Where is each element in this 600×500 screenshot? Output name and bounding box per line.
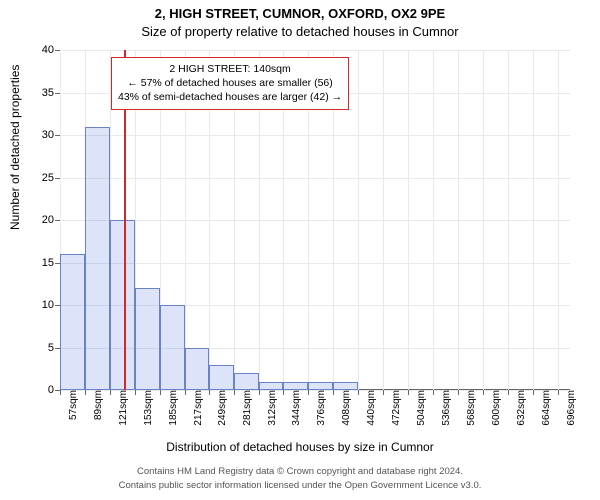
annotation-box: 2 HIGH STREET: 140sqm ← 57% of detached … [111, 57, 349, 110]
histogram-bar [160, 305, 185, 390]
x-tick-mark [185, 390, 186, 395]
annotation-line2: ← 57% of detached houses are smaller (56… [118, 76, 342, 90]
x-tick-mark [433, 390, 434, 395]
x-tick-mark [283, 390, 284, 395]
x-tick-mark [259, 390, 260, 395]
plot-area: 051015202530354057sqm89sqm121sqm153sqm18… [60, 50, 570, 390]
y-tick-label: 15 [42, 257, 60, 269]
x-tick-label: 344sqm [287, 390, 302, 426]
gridline-v [533, 50, 534, 390]
y-tick-label: 0 [48, 384, 60, 396]
chart-container: 2, HIGH STREET, CUMNOR, OXFORD, OX2 9PE … [0, 0, 600, 500]
gridline-h [60, 135, 570, 136]
x-tick-label: 536sqm [437, 390, 452, 426]
x-tick-mark [110, 390, 111, 395]
y-tick-label: 40 [42, 44, 60, 56]
histogram-bar [185, 348, 210, 391]
gridline-h [60, 263, 570, 264]
x-tick-label: 568sqm [462, 390, 477, 426]
x-tick-mark [135, 390, 136, 395]
x-tick-mark [160, 390, 161, 395]
gridline-v [508, 50, 509, 390]
y-tick-label: 10 [42, 299, 60, 311]
x-tick-label: 600sqm [487, 390, 502, 426]
x-tick-mark [558, 390, 559, 395]
histogram-bar [259, 382, 284, 391]
x-tick-label: 664sqm [537, 390, 552, 426]
x-tick-label: 312sqm [263, 390, 278, 426]
x-tick-mark [533, 390, 534, 395]
x-tick-label: 440sqm [362, 390, 377, 426]
histogram-bar [135, 288, 160, 390]
y-tick-label: 35 [42, 87, 60, 99]
histogram-bar [333, 382, 358, 391]
x-tick-label: 281sqm [238, 390, 253, 426]
x-tick-label: 121sqm [114, 390, 129, 426]
x-tick-mark [358, 390, 359, 395]
histogram-bar [110, 220, 135, 390]
footnote-line2: Contains public sector information licen… [0, 480, 600, 491]
x-tick-label: 632sqm [512, 390, 527, 426]
footnote-line1: Contains HM Land Registry data © Crown c… [0, 466, 600, 477]
x-tick-label: 153sqm [139, 390, 154, 426]
x-axis-label: Distribution of detached houses by size … [0, 440, 600, 454]
page-subtitle: Size of property relative to detached ho… [0, 24, 600, 39]
x-tick-mark [85, 390, 86, 395]
histogram-bar [209, 365, 234, 391]
x-tick-label: 696sqm [562, 390, 577, 426]
x-tick-label: 57sqm [64, 390, 79, 420]
histogram-bar [85, 127, 110, 391]
y-tick-label: 25 [42, 172, 60, 184]
gridline-v [433, 50, 434, 390]
x-tick-label: 472sqm [387, 390, 402, 426]
y-tick-label: 20 [42, 214, 60, 226]
x-tick-mark [408, 390, 409, 395]
x-tick-mark [383, 390, 384, 395]
histogram-bar [60, 254, 85, 390]
x-tick-label: 217sqm [189, 390, 204, 426]
x-tick-label: 185sqm [164, 390, 179, 426]
x-tick-label: 249sqm [213, 390, 228, 426]
histogram-bar [308, 382, 333, 391]
gridline-h [60, 178, 570, 179]
x-tick-mark [333, 390, 334, 395]
gridline-v [383, 50, 384, 390]
y-axis-label: Number of detached properties [8, 65, 22, 230]
x-tick-label: 376sqm [312, 390, 327, 426]
x-tick-mark [234, 390, 235, 395]
x-tick-label: 504sqm [412, 390, 427, 426]
gridline-v [458, 50, 459, 390]
x-tick-mark [209, 390, 210, 395]
gridline-v [358, 50, 359, 390]
annotation-line3: 43% of semi-detached houses are larger (… [118, 90, 342, 104]
y-tick-label: 30 [42, 129, 60, 141]
gridline-v [408, 50, 409, 390]
gridline-v [483, 50, 484, 390]
x-tick-label: 408sqm [337, 390, 352, 426]
x-tick-mark [458, 390, 459, 395]
annotation-line1: 2 HIGH STREET: 140sqm [118, 62, 342, 76]
x-tick-mark [508, 390, 509, 395]
page-title: 2, HIGH STREET, CUMNOR, OXFORD, OX2 9PE [0, 6, 600, 21]
gridline-v [558, 50, 559, 390]
x-tick-mark [60, 390, 61, 395]
histogram-bar [234, 373, 259, 390]
histogram-bar [283, 382, 308, 391]
x-tick-mark [483, 390, 484, 395]
x-tick-label: 89sqm [89, 390, 104, 420]
gridline-h [60, 220, 570, 221]
x-tick-mark [308, 390, 309, 395]
gridline-h [60, 50, 570, 51]
y-tick-label: 5 [48, 342, 60, 354]
